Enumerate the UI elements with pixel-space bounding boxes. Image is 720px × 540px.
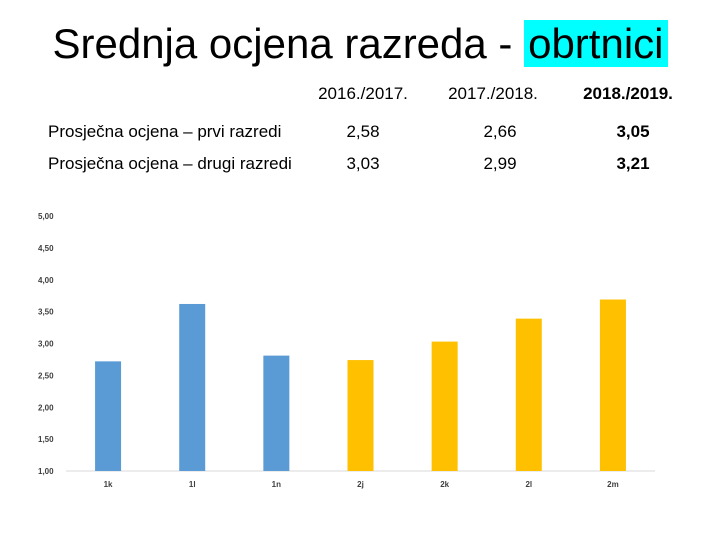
y-tick-label: 1,00 <box>38 467 54 476</box>
bar-2k <box>431 341 458 471</box>
bar-2m <box>599 299 626 471</box>
y-tick-label: 2,00 <box>38 403 54 412</box>
x-tick-label: 1l <box>189 480 196 489</box>
y-tick-label: 5,00 <box>38 212 54 221</box>
x-tick-label: 2l <box>525 480 532 489</box>
bar-1l <box>179 303 206 471</box>
bar-chart: 1,001,502,002,503,003,504,004,505,00 1k 1… <box>38 212 655 489</box>
y-tick-label: 1,50 <box>38 435 54 444</box>
bar-2j <box>347 360 374 471</box>
x-tick-label: 2k <box>440 480 449 489</box>
cell-drugi-2017: 2,99 <box>483 154 517 173</box>
x-tick-label: 2j <box>357 480 364 489</box>
y-axis: 1,00 1,50 2,00 2,50 3,00 3,50 4,00 4,50 5,00 <box>38 212 655 476</box>
header-2017-2018: 2017./2018. <box>448 84 538 103</box>
row-label-prvi: Prosječna ocjena – prvi razredi <box>48 122 282 141</box>
bar-1k <box>95 361 122 471</box>
row-label-drugi: Prosječna ocjena – drugi razredi <box>48 154 292 173</box>
bars-group <box>95 299 626 471</box>
cell-prvi-2017: 2,66 <box>483 122 517 141</box>
bar-2l <box>515 318 542 471</box>
page-title: Srednja ocjena razreda - obrtnici <box>0 14 720 74</box>
bar-1n <box>263 355 290 471</box>
title-main: Srednja ocjena razreda - <box>52 20 525 67</box>
y-tick-label: 3,50 <box>38 308 54 317</box>
cell-drugi-2016: 3,03 <box>346 154 380 173</box>
header-2018-2019: 2018./2019. <box>583 84 673 103</box>
header-2016-2017: 2016./2017. <box>318 84 408 103</box>
x-tick-label: 2m <box>607 480 619 489</box>
y-tick-label: 2,50 <box>38 371 54 380</box>
y-tick-label: 3,00 <box>38 340 54 349</box>
cell-prvi-2016: 2,58 <box>346 122 380 141</box>
cell-prvi-2018: 3,05 <box>616 122 650 141</box>
x-axis: 1k 1l 1n 2j 2k 2l 2m <box>104 480 619 489</box>
title-highlight: obrtnici <box>524 20 668 67</box>
cell-drugi-2018: 3,21 <box>616 154 650 173</box>
x-tick-label: 1k <box>104 480 113 489</box>
y-tick-label: 4,00 <box>38 276 54 285</box>
x-tick-label: 1n <box>272 480 281 489</box>
y-tick-label: 4,50 <box>38 244 54 253</box>
